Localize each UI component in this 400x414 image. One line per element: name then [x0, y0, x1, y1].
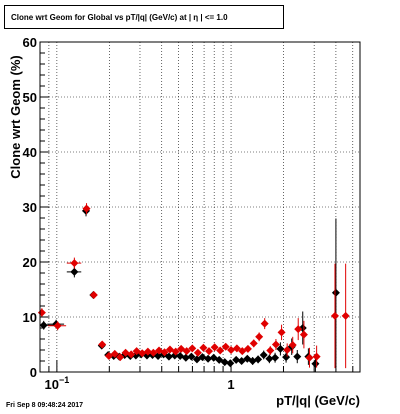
series-layer	[37, 203, 350, 372]
y-tick-label: 50	[23, 90, 37, 105]
data-point	[293, 352, 302, 361]
data-point	[265, 354, 274, 363]
y-tick-label: 40	[23, 145, 37, 160]
data-point	[232, 355, 241, 364]
data-point	[259, 350, 268, 359]
data-point	[232, 344, 241, 353]
data-point	[171, 347, 180, 356]
data-point	[188, 344, 197, 353]
data-point	[182, 347, 191, 356]
data-point	[255, 332, 264, 341]
data-point	[260, 319, 269, 328]
data-point	[164, 352, 173, 361]
timestamp-footer: Fri Sep 8 09:48:24 2017	[6, 402, 84, 409]
data-point	[226, 359, 235, 368]
data-point	[312, 352, 321, 361]
data-point	[243, 344, 252, 353]
data-point	[127, 350, 136, 359]
data-point	[271, 340, 280, 349]
data-point	[160, 348, 169, 357]
data-point	[331, 288, 340, 297]
data-point	[98, 340, 107, 349]
x-axis-label: pT/|q| (GeV/c)	[276, 393, 360, 408]
data-point	[266, 346, 275, 355]
data-point	[271, 353, 280, 362]
x-tick-label: 1	[227, 377, 234, 392]
data-point	[70, 259, 79, 268]
data-point	[254, 355, 263, 364]
y-tick-label: 60	[23, 35, 37, 50]
data-point	[221, 342, 230, 351]
data-point	[341, 311, 350, 320]
chart-title: Clone wrt Geom for Global vs pT/|q| (GeV…	[11, 13, 228, 22]
data-point	[276, 344, 285, 353]
data-point	[305, 353, 314, 362]
data-point	[330, 311, 339, 320]
data-point	[116, 353, 125, 362]
data-point	[199, 343, 208, 352]
y-axis-label: Clone wrt Geom (%)	[8, 55, 23, 179]
data-point	[187, 352, 196, 361]
data-point	[299, 330, 308, 339]
grid-lines	[40, 42, 360, 372]
data-point	[89, 291, 98, 299]
data-point	[193, 348, 202, 357]
y-tick-label: 20	[23, 255, 37, 270]
series-red	[37, 203, 350, 369]
data-point	[249, 339, 258, 348]
data-point	[311, 359, 320, 368]
data-point	[143, 347, 152, 356]
data-point	[104, 352, 113, 361]
data-point	[282, 353, 291, 362]
data-point	[288, 341, 297, 350]
data-point	[204, 347, 213, 356]
data-point	[176, 352, 185, 361]
data-point	[181, 353, 190, 362]
data-point	[110, 349, 119, 358]
data-point	[210, 343, 219, 352]
y-tick-label: 10	[23, 310, 37, 325]
data-point	[82, 204, 91, 213]
data-point	[138, 349, 147, 358]
data-point	[227, 346, 236, 354]
data-point	[53, 321, 62, 330]
title-box: Clone wrt Geom for Global vs pT/|q| (GeV…	[4, 5, 284, 29]
y-tick-label: 30	[23, 200, 37, 215]
y-tick-label: 0	[30, 365, 37, 380]
data-point	[294, 325, 303, 334]
data-point	[216, 346, 225, 355]
data-point	[277, 328, 286, 337]
data-point	[283, 346, 292, 354]
data-point	[204, 354, 213, 363]
data-point	[39, 321, 48, 330]
data-point	[70, 267, 79, 276]
data-point	[220, 358, 229, 367]
